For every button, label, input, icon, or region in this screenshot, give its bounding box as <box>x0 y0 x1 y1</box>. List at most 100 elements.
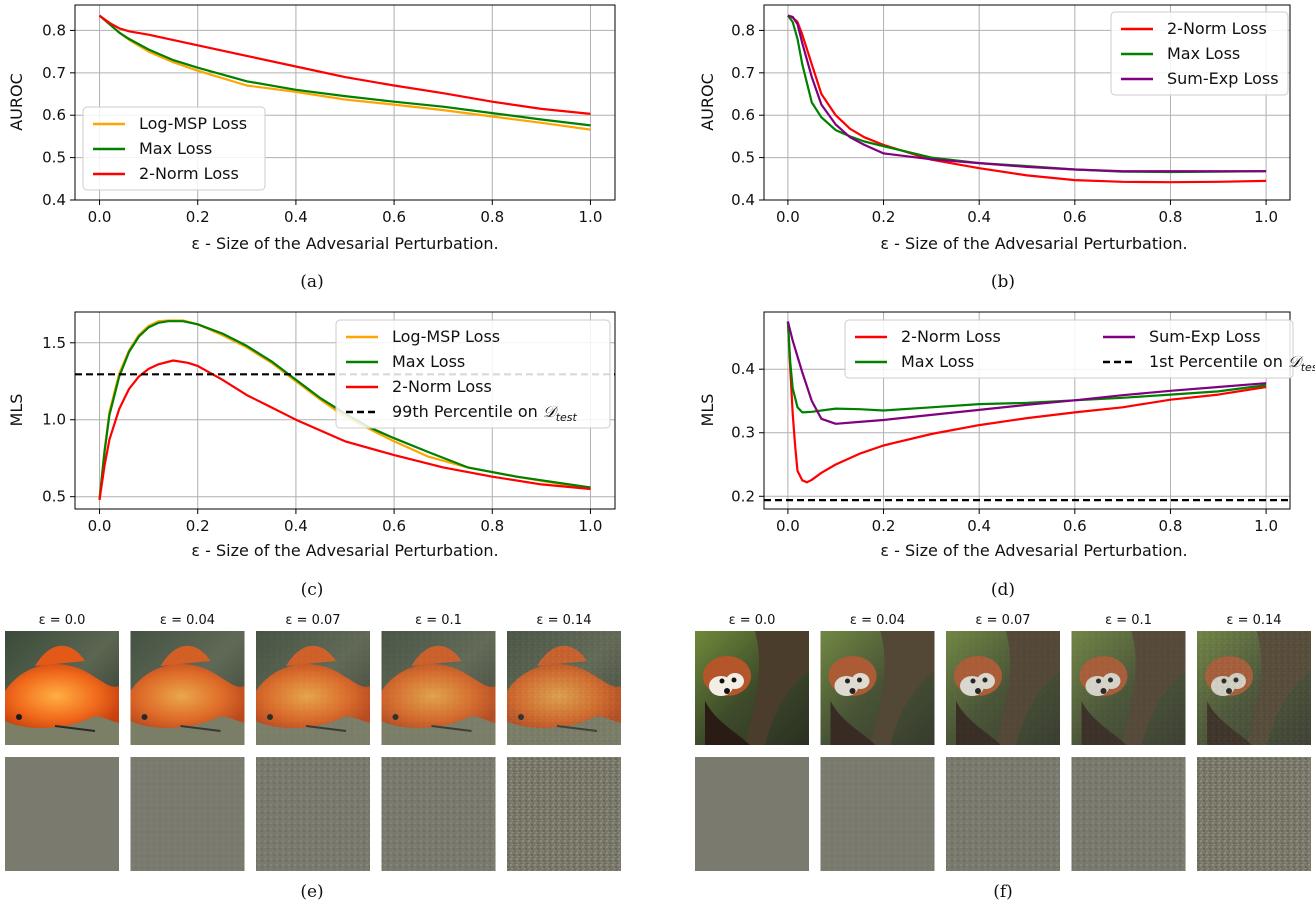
x-axis-label: ε - Size of the Advesarial Perturbation. <box>191 541 498 560</box>
panel-caption: (c) <box>301 580 324 600</box>
perturbation-image <box>381 757 496 871</box>
perturbation-overlay <box>256 631 370 745</box>
perturbation-overlay <box>1197 631 1311 745</box>
perturbation-image <box>507 757 621 871</box>
legend-label: Log-MSP Loss <box>139 114 247 133</box>
legend-math-sub: test <box>556 411 578 424</box>
epsilon-label: ε = 0.04 <box>160 613 215 628</box>
legend-label: 2-Norm Loss <box>392 377 492 396</box>
perturbation-overlay <box>946 631 1060 745</box>
plot-frame <box>74 311 616 510</box>
legend-label: Max Loss <box>139 139 212 158</box>
y-tick-label: 0.4 <box>731 191 755 209</box>
y-tick-label: 0.7 <box>42 64 66 82</box>
chart-b: 0.0 0.2 0.4 0.6 0.8 1.0 0.4 0.5 0.6 0.7 0.8 ε - Siz… <box>698 4 1291 292</box>
epsilon-label: ε = 0.0 <box>729 613 776 628</box>
y-tick-label: 0.2 <box>731 487 755 505</box>
epsilon-label: ε = 0.1 <box>415 613 462 628</box>
plot-frame <box>763 4 1291 201</box>
epsilon-label: ε = 0.07 <box>975 613 1030 628</box>
series-line <box>787 14 1267 173</box>
legend: Log-MSP Loss Max Loss 2-Norm Loss <box>82 106 266 191</box>
x-tick-label: 0.8 <box>480 517 504 535</box>
x-tick-label: 0.6 <box>382 208 406 226</box>
image-panel-f: ε = 0.0 ε = 0.04 ε = 0.07 ε = 0.1 ε = 0.14 (f… <box>695 613 1311 902</box>
x-tick-label: 0.8 <box>1159 208 1183 226</box>
chart-a: 0.0 0.2 0.4 0.6 0.8 1.0 0.4 0.5 0.6 0.7 0.8 ε - Siz… <box>7 4 616 292</box>
legend-label: Log-MSP Loss <box>392 327 500 346</box>
legend-box <box>844 319 1294 379</box>
perturbation-image <box>130 757 245 871</box>
epsilon-label: ε = 0.04 <box>850 613 905 628</box>
legend-math: 𝒟 <box>543 402 559 421</box>
epsilon-label: ε = 0.0 <box>39 613 86 628</box>
legend-label: 2-Norm Loss <box>139 164 239 183</box>
series-line <box>786 321 1267 414</box>
y-tick-label: 0.5 <box>42 488 66 506</box>
x-tick-label: 0.2 <box>186 517 210 535</box>
y-tick-label: 0.6 <box>42 106 66 124</box>
x-axis-label: ε - Size of the Advesarial Perturbation. <box>880 234 1187 253</box>
charts-layer: 0.0 0.2 0.4 0.6 0.8 1.0 0.4 0.5 0.6 0.7 0.8 ε - Siz… <box>7 4 1315 600</box>
legend-label: Max Loss <box>1167 44 1240 63</box>
epsilon-label: ε = 0.14 <box>536 613 591 628</box>
x-tick-label: 0.0 <box>88 517 112 535</box>
perturbation-image <box>946 757 1060 871</box>
x-axis-label: ε - Size of the Advesarial Perturbation. <box>880 541 1187 560</box>
legend-label: Max Loss <box>392 352 465 371</box>
legend-label: 2-Norm Loss <box>1167 19 1267 38</box>
y-axis-label: AUROC <box>7 73 26 131</box>
panel-caption: (b) <box>991 272 1015 292</box>
series-line <box>786 321 1267 425</box>
x-tick-label: 0.6 <box>382 517 406 535</box>
legend-label: 2-Norm Loss <box>901 327 1001 346</box>
x-tick-label: 0.2 <box>872 517 896 535</box>
x-tick-label: 0.2 <box>872 208 896 226</box>
perturbation-overlay <box>1071 631 1186 745</box>
y-axis-label: AUROC <box>698 73 717 131</box>
series-line <box>98 14 591 127</box>
perturbation-image <box>1197 757 1311 871</box>
image-panels: ε = 0.0 ε = 0.04 ε = 0.07 ε = 0.1 ε = 0.14 (e… <box>4 613 1311 902</box>
x-tick-label: 1.0 <box>1254 517 1278 535</box>
plot-frame <box>763 311 1291 510</box>
perturbation-overlay <box>130 631 245 745</box>
legend-math-sub: test <box>1301 361 1315 374</box>
x-tick-label: 0.6 <box>1063 208 1087 226</box>
x-tick-label: 0.0 <box>776 517 800 535</box>
panel-caption: (e) <box>300 882 323 902</box>
y-tick-label: 1.5 <box>42 334 66 352</box>
perturbation-image <box>5 757 119 871</box>
y-tick-label: 0.5 <box>42 149 66 167</box>
x-tick-label: 0.4 <box>967 517 991 535</box>
y-tick-label: 0.8 <box>42 21 66 39</box>
legend-box <box>82 106 266 191</box>
x-tick-label: 0.8 <box>480 208 504 226</box>
x-tick-label: 1.0 <box>579 517 603 535</box>
series-line <box>786 321 1267 484</box>
y-axis-label: MLS <box>698 394 717 427</box>
legend-label: 1st Percentile on 𝒟test <box>1149 352 1315 374</box>
epsilon-label: ε = 0.14 <box>1226 613 1281 628</box>
series-line <box>98 14 591 115</box>
x-tick-label: 0.8 <box>1159 517 1183 535</box>
goldfish-image <box>4 630 120 746</box>
legend-label: Sum-Exp Loss <box>1167 69 1279 88</box>
legend-box <box>1110 11 1289 96</box>
chart-d: 0.0 0.2 0.4 0.6 0.8 1.0 0.2 0.3 0.4 ε - Size of t… <box>698 311 1315 600</box>
x-tick-label: 0.4 <box>284 517 308 535</box>
x-tick-label: 1.0 <box>1254 208 1278 226</box>
y-tick-label: 0.4 <box>42 191 66 209</box>
y-tick-label: 1.0 <box>42 411 66 429</box>
legend: Log-MSP Loss Max Loss 2-Norm Loss 99th Perc… <box>335 319 611 429</box>
legend: 2-Norm Loss Max Loss Sum-Exp Loss 1st Perce… <box>844 319 1315 379</box>
series-line <box>787 14 1267 184</box>
x-tick-label: 0.0 <box>88 208 112 226</box>
image-panel-e: ε = 0.0 ε = 0.04 ε = 0.07 ε = 0.1 ε = 0.14 (e… <box>4 613 622 902</box>
x-tick-label: 0.6 <box>1063 517 1087 535</box>
epsilon-label: ε = 0.07 <box>285 613 340 628</box>
perturbation-overlay <box>507 631 621 745</box>
legend-math: 𝒟 <box>1288 352 1304 371</box>
y-tick-label: 0.5 <box>731 149 755 167</box>
panel-caption: (a) <box>300 272 323 292</box>
